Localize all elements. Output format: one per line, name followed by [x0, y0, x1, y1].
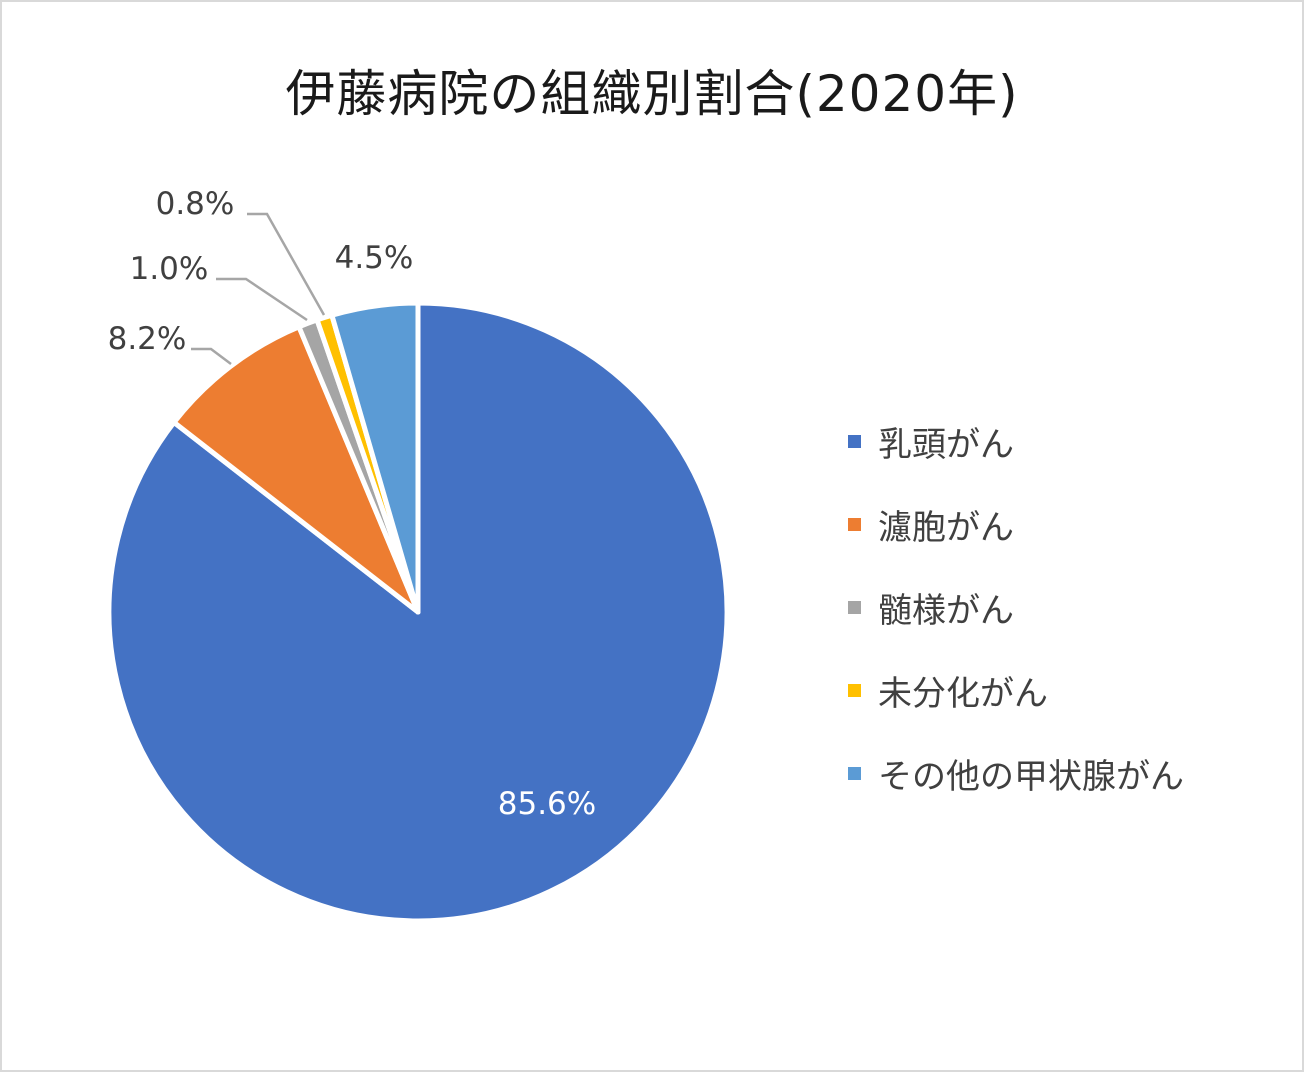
pie-slice-papillary — [106, 300, 730, 924]
leader-line-medullary — [216, 277, 308, 322]
leader-line-follicular — [191, 347, 232, 365]
legend-item-other-thyroid: その他の甲状腺がん — [848, 732, 1184, 815]
pie-slice-follicular — [171, 324, 421, 615]
legend-item-follicular: 濾胞がん — [848, 483, 1184, 566]
data-label-medullary: 1.0% — [130, 251, 209, 287]
legend-swatch — [848, 518, 861, 531]
legend-swatch — [848, 684, 861, 697]
legend-swatch — [848, 601, 861, 614]
legend-item-medullary: 髄様がん — [848, 566, 1184, 649]
data-label-follicular: 8.2% — [108, 321, 187, 357]
legend-label: その他の甲状腺がん — [878, 757, 1184, 797]
legend-swatch — [848, 435, 861, 448]
legend-item-anaplastic: 未分化がん — [848, 649, 1184, 732]
chart-title: 伊藤病院の組織別割合(2020年) — [285, 65, 1019, 123]
legend-swatch — [848, 767, 861, 780]
legend-label: 濾胞がん — [878, 508, 1014, 548]
pie-slice-other-thyroid — [329, 300, 421, 615]
data-label-anaplastic: 0.8% — [156, 186, 235, 222]
legend-label: 乳頭がん — [878, 425, 1014, 465]
legend-label: 未分化がん — [878, 674, 1048, 714]
data-label-other-thyroid: 4.5% — [335, 240, 414, 276]
leader-line-anaplastic — [247, 212, 326, 316]
legend-label: 髄様がん — [878, 591, 1014, 631]
data-label-papillary: 85.6% — [498, 786, 596, 822]
legend: 乳頭がん 濾胞がん 髄様がん 未分化がん その他の甲状腺がん — [848, 400, 1184, 815]
legend-item-papillary: 乳頭がん — [848, 400, 1184, 483]
